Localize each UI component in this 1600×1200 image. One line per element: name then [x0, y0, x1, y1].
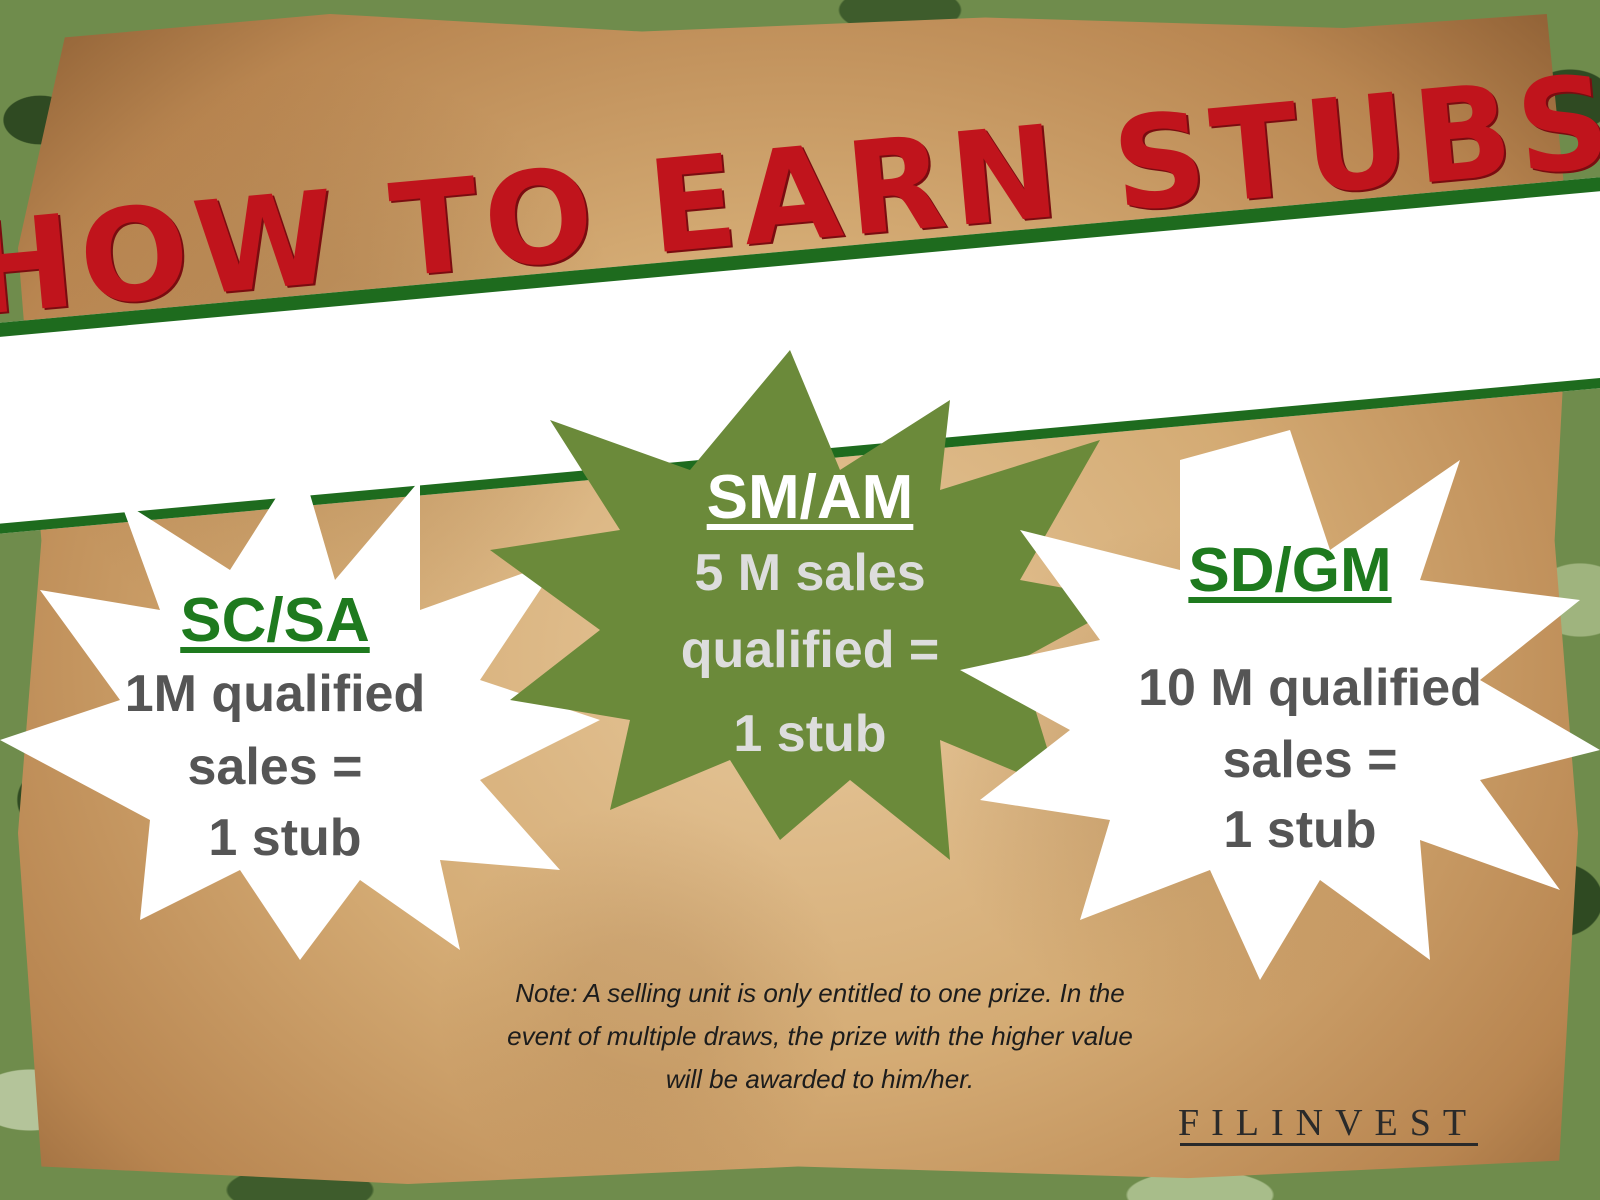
- tier-line: qualified =: [680, 621, 940, 679]
- note-line: will be awarded to him/her.: [665, 1064, 975, 1094]
- tier-sm-am: SM/AM 5 M sales qualified = 1 stub: [620, 460, 1000, 778]
- burst-sd-gm: [960, 430, 1600, 980]
- tier-sc-sa: SC/SA 1M qualified sales = 1 stub: [90, 585, 460, 873]
- tier-line: 10 M qualified: [1138, 659, 1482, 717]
- tier-heading: SM/AM: [706, 463, 914, 532]
- tier-line: 1M qualified: [124, 665, 426, 723]
- tier-heading: SD/GM: [1188, 536, 1392, 605]
- prize-note: Note: A selling unit is only entitled to…: [420, 972, 1220, 1101]
- tier-line: 1 stub: [733, 705, 887, 763]
- tier-line: sales =: [187, 738, 363, 796]
- note-line: event of multiple draws, the prize with …: [507, 1021, 1133, 1051]
- note-line: Note: A selling unit is only entitled to…: [515, 978, 1125, 1008]
- tier-line: 1 stub: [208, 809, 362, 867]
- tier-line: sales =: [1222, 731, 1398, 789]
- logo-underline: [1180, 1143, 1478, 1146]
- tier-line: 5 M sales: [694, 544, 926, 602]
- tier-sd-gm: SD/GM 10 M qualified sales = 1 stub: [1090, 530, 1530, 864]
- burst-sm-am: [490, 350, 1130, 860]
- tier-line: 1 stub: [1223, 801, 1377, 859]
- tier-heading: SC/SA: [180, 586, 370, 655]
- filinvest-logo: FILINVEST: [1178, 1102, 1479, 1144]
- burst-sc-sa: [0, 460, 600, 960]
